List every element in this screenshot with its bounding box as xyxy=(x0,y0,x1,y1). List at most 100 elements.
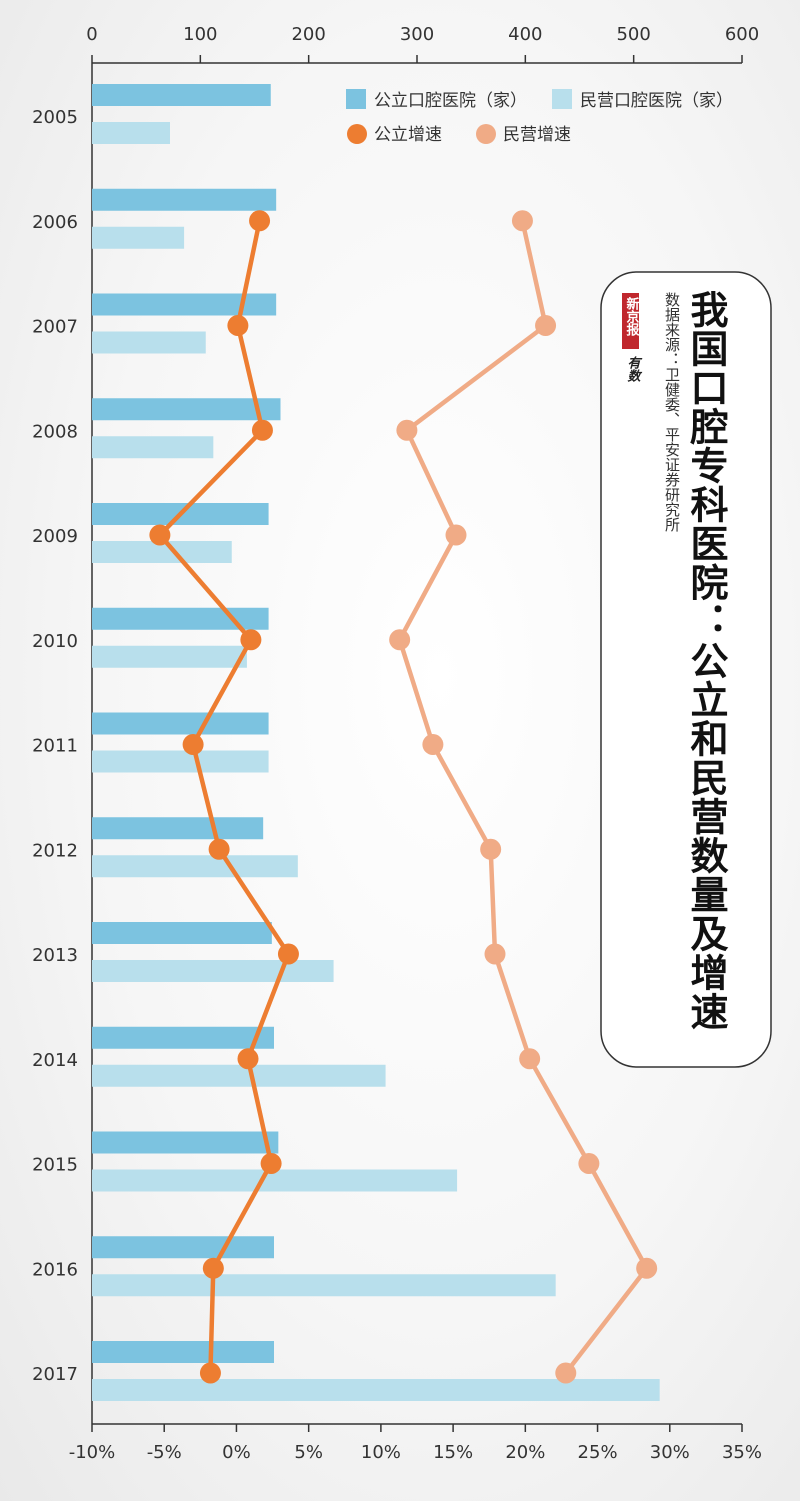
bar-public-2005 xyxy=(92,84,271,106)
year-label-2005: 2005 xyxy=(32,107,78,128)
growth-lines xyxy=(149,210,658,1384)
bar-public-2006 xyxy=(92,188,277,211)
year-label-2008: 2008 xyxy=(32,421,78,442)
point-public-growth-2008 xyxy=(251,419,273,441)
bottom-tick-label: 35% xyxy=(722,1442,762,1463)
bar-public-2016 xyxy=(92,1236,274,1259)
legend-label-private-line: 民营增速 xyxy=(503,125,571,145)
point-public-growth-2014 xyxy=(237,1048,259,1070)
point-public-growth-2009 xyxy=(149,524,171,546)
year-labels: 2005 2006 2007 2008 2009 2010 2011 2012 2013 2014… xyxy=(32,107,78,1385)
point-public-growth-2012 xyxy=(208,838,230,860)
year-label-2015: 2015 xyxy=(32,1155,78,1176)
year-label-2014: 2014 xyxy=(32,1050,78,1071)
legend: 公立口腔医院（家） 民营口腔医院（家） 公立增速 民营增速 xyxy=(346,89,733,145)
top-tick-label: 400 xyxy=(508,24,542,45)
bar-private-2015 xyxy=(92,1169,458,1192)
bar-private-2012 xyxy=(92,855,298,878)
top-tick-label: 0 xyxy=(86,24,97,45)
bar-public-2011 xyxy=(92,712,269,735)
point-public-growth-2017 xyxy=(199,1362,221,1384)
year-label-2006: 2006 xyxy=(32,212,78,233)
legend-label-public-line: 公立增速 xyxy=(374,125,442,145)
bar-private-2008 xyxy=(92,436,214,459)
bar-private-2010 xyxy=(92,645,247,668)
point-private-growth-2014 xyxy=(519,1048,541,1070)
point-private-growth-2009 xyxy=(445,524,467,546)
bar-public-2015 xyxy=(92,1131,279,1154)
legend-swatch-public-bar xyxy=(346,89,366,109)
top-tick-label: 600 xyxy=(725,24,759,45)
top-tick-label: 500 xyxy=(616,24,650,45)
point-private-growth-2008 xyxy=(396,419,418,441)
legend-label-private-bar: 民营口腔医院（家） xyxy=(580,91,733,111)
point-public-growth-2013 xyxy=(277,943,299,965)
year-label-2017: 2017 xyxy=(32,1364,78,1385)
legend-marker-public-line xyxy=(347,124,367,144)
point-public-growth-2015 xyxy=(260,1153,282,1174)
bar-private-2006 xyxy=(92,226,185,249)
line-public-growth xyxy=(157,220,291,1374)
top-tick-label: 300 xyxy=(400,24,434,45)
bottom-tick-label: 20% xyxy=(505,1442,545,1463)
bar-private-2017 xyxy=(92,1379,660,1401)
bottom-tick-label: -10% xyxy=(69,1442,116,1463)
year-label-2013: 2013 xyxy=(32,945,78,966)
point-public-growth-2010 xyxy=(240,629,262,651)
bottom-tick-label: 10% xyxy=(361,1442,401,1463)
bar-public-2013 xyxy=(92,922,272,944)
bar-private-2009 xyxy=(92,541,232,563)
year-label-2007: 2007 xyxy=(32,317,78,338)
year-label-2016: 2016 xyxy=(32,1259,78,1280)
bottom-axis-ticks: -10% -5% 0% 5% 10% 15% 20% 25% 30% 35% xyxy=(69,1424,762,1463)
year-label-2010: 2010 xyxy=(32,631,78,652)
point-public-growth-2011 xyxy=(182,734,204,755)
point-private-growth-2017 xyxy=(555,1362,577,1384)
logo-badge xyxy=(622,293,639,349)
data-source: 数据来源：卫健委、平安证券研究所 xyxy=(663,292,681,532)
point-public-growth-2007 xyxy=(227,315,249,336)
year-label-2012: 2012 xyxy=(32,840,78,861)
bar-private-2007 xyxy=(92,331,206,354)
legend-marker-private-line xyxy=(476,124,496,144)
title-card-frame xyxy=(600,271,772,1068)
point-private-growth-2015 xyxy=(578,1153,600,1174)
line-private-growth xyxy=(397,220,649,1375)
bottom-tick-label: 0% xyxy=(222,1442,251,1463)
point-private-growth-2010 xyxy=(389,629,411,651)
bottom-tick-label: 5% xyxy=(294,1442,323,1463)
bar-public-2008 xyxy=(92,398,281,421)
point-private-growth-2007 xyxy=(535,315,557,336)
point-private-growth-2016 xyxy=(636,1257,658,1279)
bar-private-2014 xyxy=(92,1064,386,1087)
bar-private-2013 xyxy=(92,960,334,982)
bar-public-2007 xyxy=(92,293,277,316)
point-public-growth-2006 xyxy=(249,210,271,232)
legend-swatch-private-bar xyxy=(552,89,572,109)
bar-public-2012 xyxy=(92,817,264,840)
bars xyxy=(92,84,660,1401)
top-tick-label: 100 xyxy=(183,24,217,45)
legend-label-public-bar: 公立口腔医院（家） xyxy=(374,91,527,111)
logo-brand-name: 有数 xyxy=(625,355,641,382)
point-private-growth-2012 xyxy=(480,838,502,860)
point-public-growth-2016 xyxy=(202,1257,224,1279)
bottom-tick-label: 25% xyxy=(578,1442,618,1463)
chart-title: 我国口腔专科医院：公立和民营数量及增速 xyxy=(684,290,729,1031)
bar-public-2010 xyxy=(92,607,269,630)
bar-private-2005 xyxy=(92,122,170,144)
top-axis-ticks: 0 100 200 300 400 500 600 xyxy=(86,24,759,63)
bottom-tick-label: 30% xyxy=(650,1442,690,1463)
point-private-growth-2006 xyxy=(511,210,533,232)
title-card: 我国口腔专科医院：公立和民营数量及增速 数据来源：卫健委、平安证券研究所 新京报… xyxy=(600,271,772,1068)
top-tick-label: 200 xyxy=(291,24,325,45)
year-label-2009: 2009 xyxy=(32,526,78,547)
year-label-2011: 2011 xyxy=(32,736,78,757)
bottom-tick-label: 15% xyxy=(433,1442,473,1463)
bottom-tick-label: -5% xyxy=(147,1442,182,1463)
point-private-growth-2013 xyxy=(484,943,506,965)
bar-public-2017 xyxy=(92,1341,274,1363)
logo-paper-name: 新京报 xyxy=(624,296,640,337)
bar-private-2011 xyxy=(92,750,269,773)
